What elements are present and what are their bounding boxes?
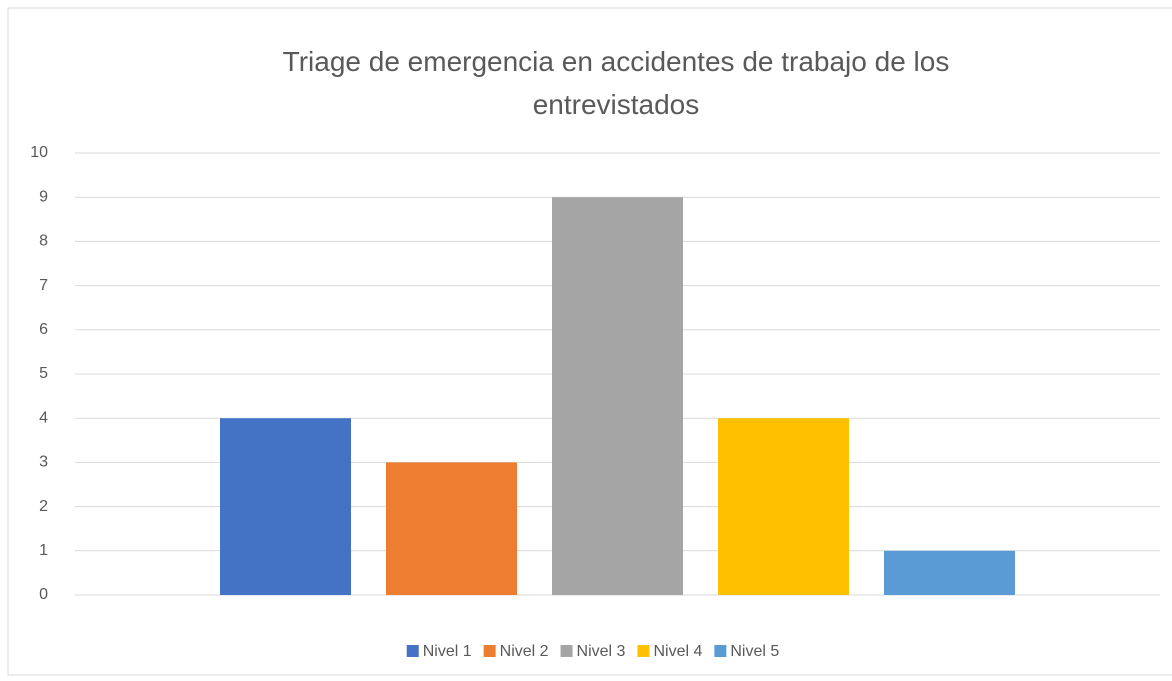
legend-swatch <box>483 645 496 657</box>
y-tick-label: 2 <box>39 498 48 515</box>
legend-swatch <box>560 645 573 657</box>
y-tick-label: 6 <box>39 321 48 338</box>
y-tick-label: 8 <box>39 233 48 250</box>
y-tick-label: 9 <box>39 188 48 205</box>
legend-label: Nivel 1 <box>423 643 472 660</box>
legend-swatch <box>714 645 727 657</box>
bar <box>220 418 351 595</box>
legend-label: Nivel 2 <box>500 643 549 660</box>
legend-label: Nivel 4 <box>653 643 702 660</box>
y-tick-label: 10 <box>30 144 48 161</box>
y-tick-label: 0 <box>39 586 48 603</box>
chart-title: Triage de emergencia en accidentes de tr… <box>282 46 950 120</box>
y-tick-label: 1 <box>39 542 48 559</box>
bar <box>386 462 517 595</box>
legend-label: Nivel 3 <box>577 643 626 660</box>
y-tick-label: 5 <box>39 365 48 382</box>
legend-swatch <box>637 645 650 657</box>
legend-label: Nivel 5 <box>730 643 779 660</box>
bar <box>718 418 849 595</box>
y-tick-label: 4 <box>39 409 48 426</box>
y-tick-label: 3 <box>39 454 48 471</box>
bar <box>552 197 683 595</box>
legend-swatch <box>406 645 419 657</box>
bar <box>884 550 1015 595</box>
y-tick-label: 7 <box>39 277 48 294</box>
